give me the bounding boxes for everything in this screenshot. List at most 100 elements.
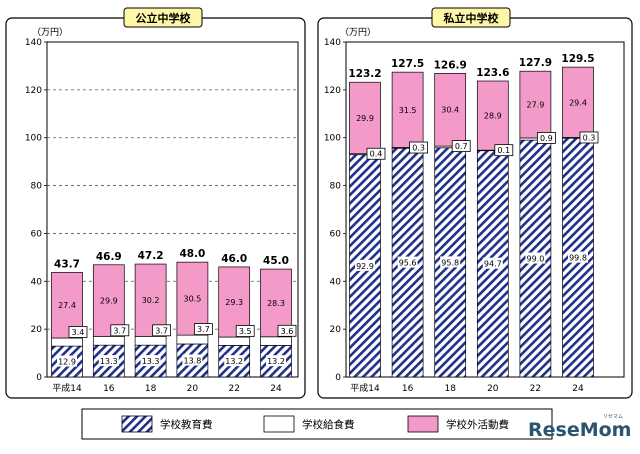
left-y-tick-label: 60 (31, 229, 43, 239)
right-outside-label: 28.9 (484, 112, 502, 121)
left-bar-lunch (260, 336, 292, 346)
right-lunch-label: 0.1 (497, 146, 510, 155)
right-y-tick-label: 20 (330, 325, 342, 335)
left-y-tick-label: 120 (25, 86, 42, 96)
left-y-tick-label: 0 (36, 373, 42, 383)
left-lunch-label: 3.7 (197, 325, 210, 334)
right-x-tick-label: 24 (572, 384, 584, 394)
left-x-tick-label: 18 (145, 384, 157, 394)
left-outside-label: 29.3 (225, 298, 243, 307)
right-education-label: 95.8 (441, 258, 459, 267)
right-education-label-bg (482, 257, 503, 269)
left-lunch-label: 3.6 (281, 327, 294, 336)
left-education-label: 13.8 (183, 356, 201, 365)
left-education-label: 13.3 (100, 357, 118, 366)
right-lunch-callout-box (494, 144, 514, 157)
left-education-label-bg (57, 355, 77, 367)
left-total-label: 45.0 (263, 255, 289, 267)
left-y-tick-label: 80 (31, 182, 43, 192)
right-x-tick-label: 18 (444, 384, 456, 394)
right-y-tick-label: 80 (330, 182, 342, 192)
legend-swatch-white (263, 415, 295, 433)
left-lunch-label: 3.5 (239, 327, 252, 336)
left-education-label: 13.3 (142, 357, 160, 366)
left-education-label: 12.9 (58, 358, 76, 367)
right-education-label: 99.8 (569, 254, 587, 263)
right-y-tick-label: 40 (330, 277, 342, 287)
right-education-label: 92.9 (356, 262, 374, 271)
left-x-tick-label: 16 (103, 384, 115, 394)
left-lunch-label: 3.7 (113, 326, 126, 335)
left-outside-label: 29.9 (100, 297, 118, 306)
chart-left: 0 20 40 60 80 100 120 140 平成14 43.7 27.4 3.4 12.9 16 4… (25, 38, 298, 394)
left-education-label-bg (98, 355, 119, 367)
right-y-tick-label: 100 (324, 134, 341, 144)
left-x-tick-label: 平成14 (52, 382, 82, 394)
left-total-label: 46.9 (96, 251, 122, 263)
chart-right: 0 20 40 60 80 100 120 140 平成14 123.2 29.9 0.4 92.9 16… (324, 38, 599, 394)
left-y-tick-label: 20 (31, 325, 43, 335)
right-total-label: 126.9 (434, 59, 467, 71)
legend-label-outside: 学校外活動費 (446, 418, 509, 431)
left-x-tick-label: 22 (228, 384, 239, 394)
left-x-tick-label: 24 (270, 384, 282, 394)
right-y-tick-label: 140 (324, 38, 341, 48)
left-lunch-label: 3.4 (72, 328, 85, 337)
left-outside-label: 28.3 (267, 299, 285, 308)
right-lunch-label: 0.3 (583, 133, 596, 142)
left-lunch-callout-box (110, 324, 130, 337)
left-total-label: 48.0 (179, 248, 205, 260)
right-lunch-label: 0.3 (412, 144, 425, 153)
panel-left-title-box (123, 7, 203, 28)
left-bar-outside (134, 263, 167, 337)
right-bar-outside (391, 71, 424, 148)
right-education-label-bg (397, 256, 418, 268)
right-outside-label: 27.9 (526, 101, 544, 110)
right-total-label: 123.6 (476, 67, 509, 79)
left-total-label: 43.7 (54, 258, 80, 270)
right-y-tick-label: 0 (335, 373, 341, 383)
left-lunch-callout-box (277, 324, 297, 337)
right-outside-label: 31.5 (399, 106, 417, 115)
right-lunch-callout-box (579, 131, 599, 144)
left-bar-outside (176, 261, 209, 336)
panel-right-title-box (431, 7, 511, 28)
left-total-label: 46.0 (221, 253, 247, 265)
right-lunch-label: 0.7 (455, 142, 468, 151)
left-education-label: 13.2 (225, 357, 243, 366)
right-total-label: 127.5 (391, 58, 424, 70)
right-lunch-callout-box (366, 147, 386, 160)
left-x-tick-label: 20 (187, 384, 199, 394)
right-outside-label: 29.4 (569, 98, 587, 107)
right-lunch-callout-box (409, 141, 429, 154)
y-unit-right: （万円） (340, 27, 376, 38)
right-education-label: 95.6 (399, 259, 417, 268)
right-lunch-callout-box (537, 132, 556, 144)
left-lunch-callout-box (193, 323, 213, 336)
left-y-tick-label: 100 (25, 134, 42, 144)
right-bar-outside (476, 80, 509, 151)
left-bar-lunch (218, 336, 251, 346)
left-education-label-bg (182, 354, 203, 366)
left-outside-label: 27.4 (58, 301, 76, 310)
right-lunch-label: 0.4 (370, 150, 383, 159)
right-total-label: 129.5 (561, 53, 594, 65)
plot-area-left (46, 41, 299, 378)
right-education-label-bg (355, 259, 375, 271)
right-x-tick-label: 16 (402, 384, 414, 394)
right-y-tick-label: 60 (330, 229, 342, 239)
left-bar-lunch (92, 335, 125, 346)
left-bar-lunch (51, 337, 83, 347)
right-x-tick-label: 22 (530, 384, 541, 394)
right-x-tick-label: 20 (487, 384, 499, 394)
legend-label-lunch: 学校給食費 (302, 418, 355, 431)
right-outside-label: 30.4 (441, 106, 459, 115)
left-education-label: 13.2 (267, 357, 285, 366)
right-lunch-callout-box (451, 140, 471, 152)
left-outside-label: 30.2 (142, 296, 160, 305)
left-bar-outside (92, 264, 125, 337)
resemom-logo-small: リセマム (603, 414, 623, 420)
left-education-label-bg (266, 355, 286, 367)
